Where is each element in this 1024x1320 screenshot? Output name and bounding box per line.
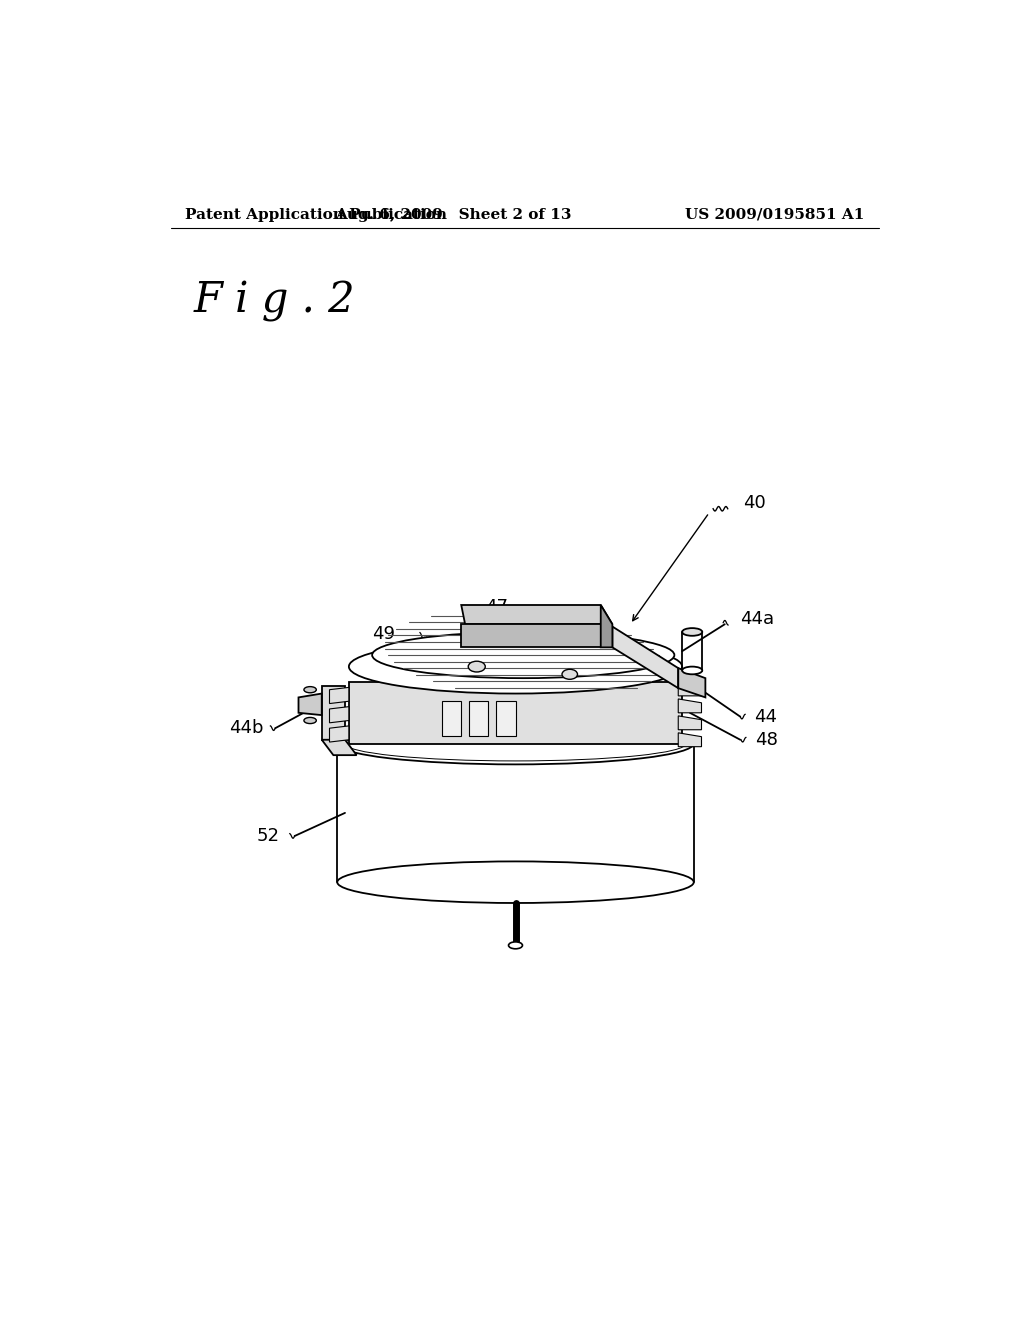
Polygon shape [601, 605, 612, 647]
Ellipse shape [337, 723, 693, 764]
Ellipse shape [304, 718, 316, 723]
Ellipse shape [304, 686, 316, 693]
Polygon shape [299, 693, 322, 715]
Ellipse shape [682, 628, 702, 636]
Ellipse shape [468, 661, 485, 672]
Text: 48: 48 [755, 731, 778, 748]
Ellipse shape [682, 667, 702, 675]
Polygon shape [322, 686, 345, 739]
Text: F i g . 2: F i g . 2 [194, 280, 355, 322]
Text: 40: 40 [742, 494, 765, 512]
Polygon shape [678, 733, 701, 747]
Polygon shape [322, 739, 356, 755]
Text: US 2009/0195851 A1: US 2009/0195851 A1 [685, 207, 864, 222]
Polygon shape [678, 682, 701, 696]
Polygon shape [442, 701, 461, 737]
Text: 44: 44 [755, 708, 777, 726]
Ellipse shape [562, 669, 578, 680]
Polygon shape [678, 715, 701, 730]
Polygon shape [330, 726, 349, 742]
Text: 47: 47 [484, 598, 508, 615]
Polygon shape [330, 688, 349, 704]
Ellipse shape [509, 942, 522, 949]
Polygon shape [496, 701, 515, 737]
Ellipse shape [349, 640, 682, 693]
Text: Patent Application Publication: Patent Application Publication [184, 207, 446, 222]
Polygon shape [612, 627, 678, 688]
Polygon shape [678, 668, 706, 697]
Polygon shape [461, 624, 604, 647]
Text: 52: 52 [256, 828, 280, 845]
Polygon shape [678, 700, 701, 713]
Ellipse shape [337, 862, 693, 903]
Text: Aug. 6, 2009   Sheet 2 of 13: Aug. 6, 2009 Sheet 2 of 13 [335, 207, 571, 222]
Ellipse shape [345, 726, 686, 760]
Text: 44b: 44b [229, 719, 263, 737]
Polygon shape [330, 706, 349, 723]
Polygon shape [349, 682, 682, 743]
Text: 49: 49 [373, 626, 395, 643]
Ellipse shape [372, 632, 675, 678]
Polygon shape [469, 701, 488, 737]
Text: 44a: 44a [740, 610, 774, 628]
Polygon shape [461, 605, 612, 624]
